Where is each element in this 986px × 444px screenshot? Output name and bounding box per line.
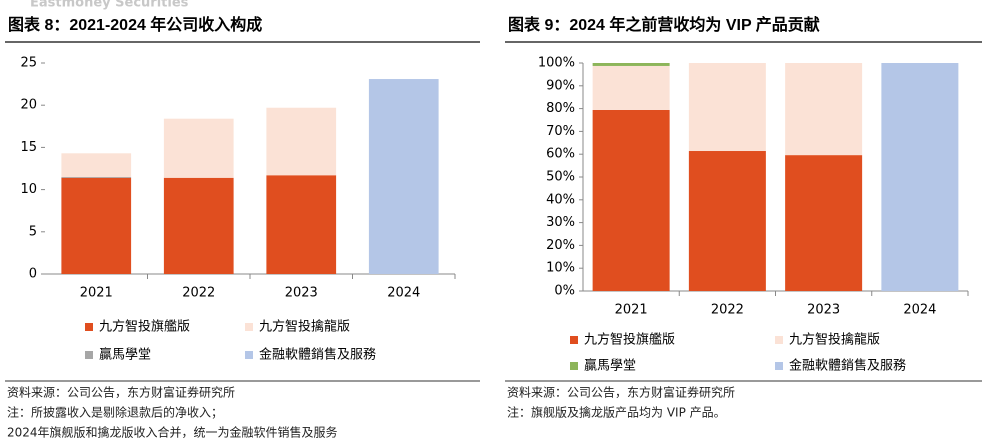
note: 资料来源：公司公告，东方财富证券研究所 bbox=[7, 385, 235, 400]
y-tick-label: 10% bbox=[546, 261, 575, 276]
chart-title: 图表 8：2021-2024 年公司收入构成 bbox=[8, 15, 262, 34]
x-tick-label: 2023 bbox=[285, 286, 318, 301]
x-tick-label: 2022 bbox=[711, 303, 744, 318]
brand: Eastmoney Securities bbox=[30, 0, 189, 11]
y-tick-label: 20% bbox=[546, 238, 575, 253]
y-tick-label: 25 bbox=[20, 56, 37, 71]
y-tick-label: 60% bbox=[546, 147, 575, 162]
y-tick-label: 90% bbox=[546, 78, 575, 93]
x-tick-label: 2021 bbox=[80, 286, 113, 301]
legend-swatch bbox=[245, 351, 253, 359]
x-tick-label: 2024 bbox=[903, 303, 936, 318]
bar-segment bbox=[688, 63, 766, 152]
y-tick-label: 0% bbox=[554, 284, 575, 299]
legend-swatch bbox=[570, 336, 578, 344]
y-tick-label: 100% bbox=[538, 56, 575, 71]
bar-segment bbox=[688, 151, 766, 291]
bar-segment bbox=[61, 177, 132, 274]
bar-segment bbox=[163, 177, 234, 274]
note: 注：旗舰版及擒龙版产品均为 VIP 产品。 bbox=[507, 405, 726, 420]
x-tick-label: 2021 bbox=[615, 303, 648, 318]
legend-swatch bbox=[570, 362, 578, 370]
bar-segment bbox=[368, 79, 439, 274]
legend-swatch bbox=[85, 351, 93, 359]
bar-segment bbox=[266, 175, 337, 274]
y-tick-label: 0 bbox=[29, 267, 37, 282]
bar-segment bbox=[785, 63, 863, 156]
y-tick-label: 30% bbox=[546, 215, 575, 230]
legend-label: 九方智投旗艦版 bbox=[99, 319, 190, 335]
legend-label: 贏馬學堂 bbox=[99, 348, 151, 363]
y-tick-label: 80% bbox=[546, 101, 575, 116]
y-tick-label: 20 bbox=[20, 98, 37, 113]
legend-label: 金融軟體銷售及服務 bbox=[789, 358, 906, 374]
x-tick-label: 2023 bbox=[807, 303, 840, 318]
legend-swatch bbox=[245, 323, 253, 331]
bar-segment bbox=[61, 176, 132, 178]
chart-title: 图表 9：2024 年之前营收均为 VIP 产品贡献 bbox=[508, 15, 820, 34]
legend-swatch bbox=[775, 336, 783, 344]
legend-label: 贏馬學堂 bbox=[584, 359, 636, 374]
legend-label: 九方智投擒龍版 bbox=[789, 332, 880, 348]
bar-segment bbox=[266, 107, 337, 176]
bar-segment bbox=[592, 65, 670, 110]
note: 2024年旗舰版和擒龙版收入合并，统一为金融软件销售及服务 bbox=[7, 425, 338, 440]
bar-segment bbox=[785, 155, 863, 291]
bar-segment bbox=[592, 63, 670, 66]
legend-swatch bbox=[85, 323, 93, 331]
legend-swatch bbox=[775, 362, 783, 370]
note: 注：所披露收入是剔除退款后的净收入； bbox=[7, 405, 223, 420]
bar-segment bbox=[163, 118, 234, 178]
x-tick-label: 2024 bbox=[387, 286, 420, 301]
legend-label: 金融軟體銷售及服務 bbox=[259, 347, 376, 363]
y-tick-label: 40% bbox=[546, 192, 575, 207]
legend-label: 九方智投旗艦版 bbox=[584, 332, 675, 348]
bar-segment bbox=[61, 153, 132, 177]
y-tick-label: 50% bbox=[546, 170, 575, 185]
note: 资料来源：公司公告，东方财富证券研究所 bbox=[507, 385, 735, 400]
x-tick-label: 2022 bbox=[182, 286, 215, 301]
y-tick-label: 10 bbox=[20, 182, 37, 197]
y-tick-label: 5 bbox=[29, 224, 37, 239]
y-tick-label: 15 bbox=[20, 140, 37, 155]
bar-segment bbox=[592, 109, 670, 291]
y-tick-label: 70% bbox=[546, 124, 575, 139]
legend-label: 九方智投擒龍版 bbox=[259, 319, 350, 335]
bar-segment bbox=[881, 63, 959, 291]
